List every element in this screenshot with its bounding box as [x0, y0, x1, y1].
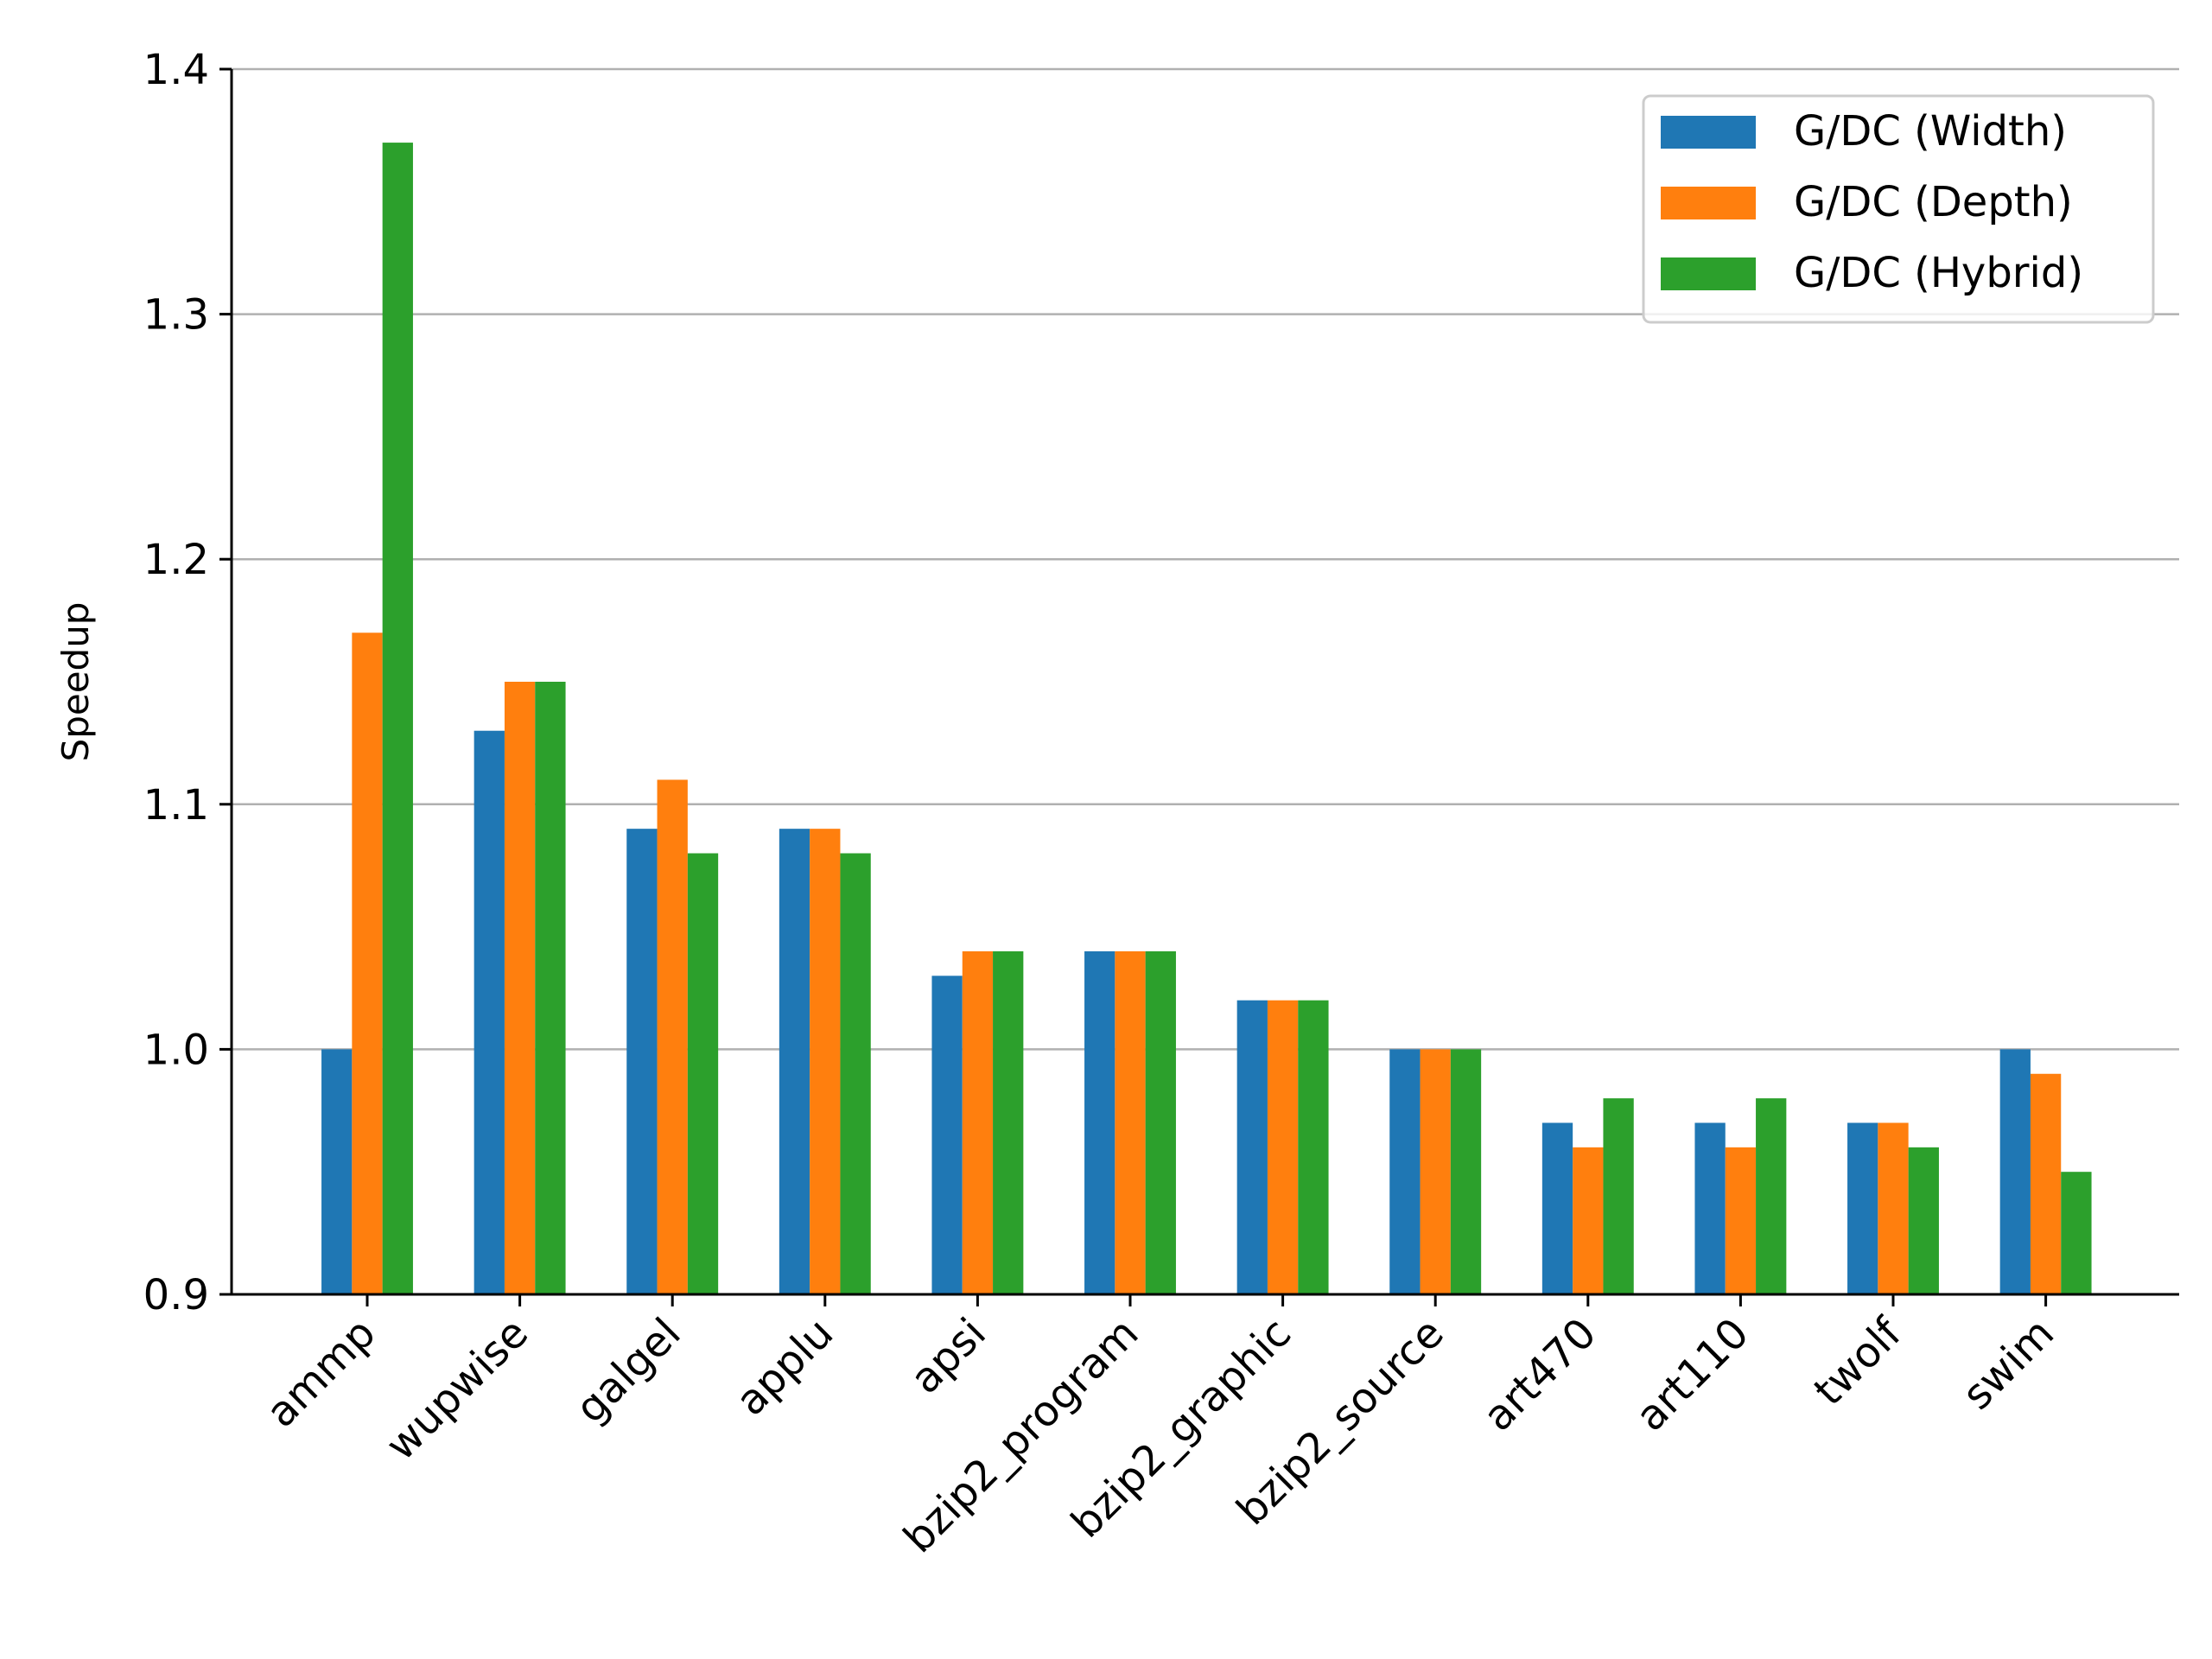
bar [1573, 1147, 1604, 1294]
x-tick-label: galgel [566, 1309, 690, 1433]
bar [474, 730, 505, 1294]
bar [687, 853, 719, 1294]
bar [2061, 1172, 2092, 1294]
bar [2030, 1073, 2062, 1294]
bar [1420, 1049, 1451, 1294]
bar [1847, 1122, 1878, 1294]
y-tick-label: 0.9 [143, 1271, 209, 1319]
bar [779, 829, 810, 1294]
bar [1908, 1147, 1939, 1294]
y-tick-label: 1.2 [143, 536, 209, 584]
legend-label: G/DC (Depth) [1794, 178, 2073, 226]
bar [626, 829, 658, 1294]
bar [504, 682, 536, 1294]
legend-box [1642, 94, 2155, 324]
bar [1450, 1049, 1482, 1294]
bar [810, 829, 841, 1294]
bar [1115, 950, 1146, 1294]
bar [1756, 1098, 1787, 1294]
bar [535, 682, 566, 1294]
bar [321, 1049, 353, 1294]
bar [1298, 1000, 1329, 1294]
bar [840, 853, 871, 1294]
y-tick-label: 1.4 [143, 46, 209, 94]
legend-label: G/DC (Width) [1794, 107, 2067, 156]
y-axis-label: Speedup [54, 602, 97, 762]
bar [657, 779, 688, 1294]
legend-label: G/DC (Hybrid) [1794, 249, 2083, 297]
bar [352, 632, 383, 1294]
x-tick-label: art470 [1474, 1309, 1605, 1440]
bar [1541, 1122, 1573, 1294]
y-tick-label: 1.0 [143, 1026, 209, 1074]
y-tick-label: 1.3 [143, 291, 209, 340]
bar [1878, 1122, 1909, 1294]
y-tick-label: 1.1 [143, 781, 209, 830]
x-tick-label: swim [1954, 1309, 2064, 1420]
bar [1999, 1049, 2031, 1294]
bars [321, 143, 2092, 1295]
bar [382, 143, 413, 1295]
y-ticks: 0.9 1.0 1.1 1.2 1.3 1.4 [143, 46, 232, 1319]
bar [1145, 950, 1176, 1294]
x-tick-label: wupwise [377, 1309, 537, 1470]
legend: G/DC (Width) G/DC (Depth) G/DC (Hybrid) [1642, 94, 2155, 324]
legend-swatch [1661, 257, 1756, 290]
legend-swatch [1661, 116, 1756, 149]
bar [962, 950, 994, 1294]
x-tick-label: art110 [1626, 1309, 1758, 1440]
legend-swatch [1661, 187, 1756, 219]
bar [1267, 1000, 1299, 1294]
x-tick-label: apsi [901, 1309, 995, 1403]
bar [1603, 1098, 1634, 1294]
axes [230, 69, 2179, 1296]
bar [1236, 1000, 1268, 1294]
x-tick-label: twolf [1805, 1308, 1912, 1415]
bar [1725, 1147, 1757, 1294]
bar [993, 950, 1024, 1294]
bar [1084, 950, 1116, 1294]
bar [931, 976, 963, 1294]
bar [1389, 1049, 1421, 1294]
x-tick-label: ammp [257, 1309, 385, 1437]
x-tick-label: applu [727, 1309, 842, 1425]
bar [1694, 1122, 1726, 1294]
